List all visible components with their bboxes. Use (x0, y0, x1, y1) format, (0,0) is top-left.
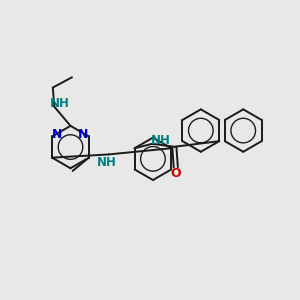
Text: N: N (52, 128, 63, 142)
Text: NH: NH (151, 134, 171, 147)
Text: N: N (78, 128, 89, 142)
Text: NH: NH (98, 156, 117, 169)
Text: O: O (170, 167, 181, 180)
Text: NH: NH (50, 97, 70, 110)
